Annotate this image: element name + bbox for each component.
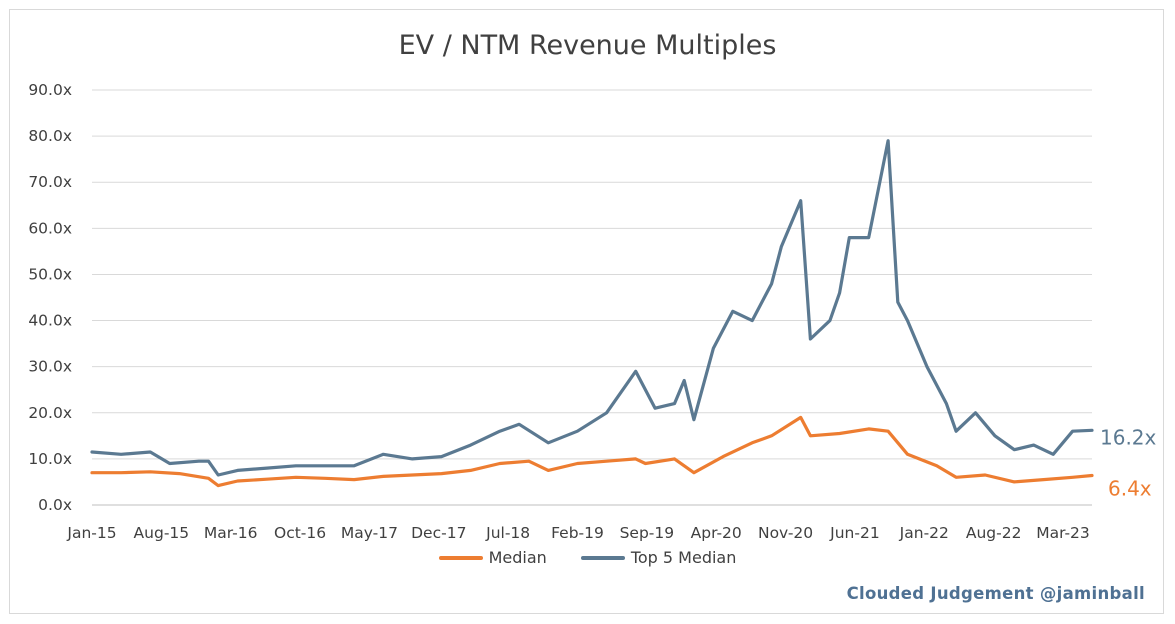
- x-tick-label: Jul-18: [485, 524, 530, 542]
- x-tick-label: Aug-15: [134, 524, 190, 542]
- legend-swatch-top5: [580, 555, 625, 560]
- x-axis-tick-labels: Jan-15 Aug-15 Mar-16 Oct-16 May-17 Dec-17 Jul-…: [66, 524, 1089, 542]
- y-tick-label: 80.0x: [28, 127, 72, 145]
- x-tick-label: Feb-19: [551, 524, 604, 542]
- y-tick-label: 20.0x: [28, 404, 72, 422]
- legend-label-median: Median: [488, 548, 547, 567]
- x-tick-label: Nov-20: [758, 524, 813, 542]
- end-label-median: 6.4x: [1108, 476, 1152, 500]
- y-tick-label: 90.0x: [28, 81, 72, 99]
- x-tick-label: Aug-22: [966, 524, 1022, 542]
- series-line-median: [90, 415, 1094, 488]
- y-axis-tick-labels: 0.0x 10.0x 20.0x 30.0x 40.0x 50.0x 60.0x 70.0x 8…: [28, 81, 72, 514]
- credit-text: Clouded Judgement @jaminball: [846, 584, 1145, 603]
- x-tick-label: Mar-23: [1036, 524, 1090, 542]
- x-tick-label: Dec-17: [411, 524, 466, 542]
- y-tick-label: 50.0x: [28, 265, 72, 283]
- x-tick-label: Oct-16: [274, 524, 326, 542]
- legend-label-top5: Top 5 Median: [630, 548, 737, 567]
- y-tick-label: 10.0x: [28, 450, 72, 468]
- legend-item-median: Median: [438, 548, 547, 567]
- y-tick-label: 60.0x: [28, 219, 72, 237]
- x-tick-label: Jan-22: [899, 524, 949, 542]
- y-tick-label: 70.0x: [28, 173, 72, 191]
- legend: Median Top 5 Median: [0, 548, 1175, 567]
- chart-frame: [9, 9, 1164, 614]
- x-tick-label: Apr-20: [691, 524, 742, 542]
- series-lines: [90, 139, 1094, 488]
- series-end-labels: 16.2x 6.4x: [1100, 425, 1157, 500]
- end-label-top5-median: 16.2x: [1100, 425, 1157, 449]
- chart-title: EV / NTM Revenue Multiples: [398, 30, 777, 61]
- series-line-top5-median: [90, 139, 1094, 477]
- y-tick-label: 40.0x: [28, 312, 72, 330]
- legend-swatch-median: [438, 555, 483, 560]
- y-tick-label: 30.0x: [28, 358, 72, 376]
- x-tick-label: Sep-19: [620, 524, 675, 542]
- x-tick-label: May-17: [341, 524, 398, 542]
- legend-item-top5: Top 5 Median: [580, 548, 737, 567]
- x-tick-label: Jun-21: [829, 524, 880, 542]
- y-tick-label: 0.0x: [38, 496, 72, 514]
- x-tick-label: Jan-15: [66, 524, 116, 542]
- x-tick-label: Mar-16: [204, 524, 258, 542]
- gridlines: [92, 89, 1092, 506]
